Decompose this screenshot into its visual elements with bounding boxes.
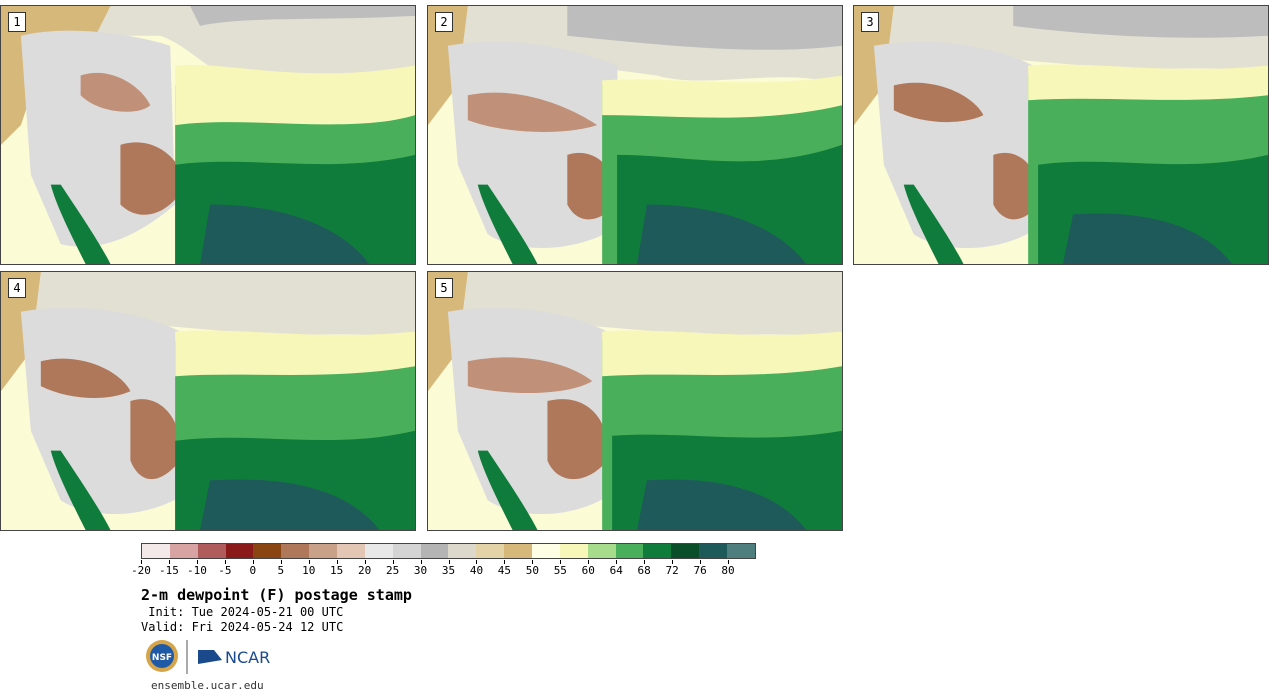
- svg-text:NCAR: NCAR: [225, 648, 270, 667]
- colorbar-tick: [588, 560, 590, 564]
- colorbar-tick: [252, 560, 254, 564]
- colorbar-tick: [560, 560, 562, 564]
- colorbar-tick-label: 35: [441, 564, 456, 577]
- colorbar-tick-label: 80: [721, 564, 735, 577]
- colorbar-tick: [476, 560, 478, 564]
- colorbar-tick: [280, 560, 282, 564]
- colorbar-swatch: [587, 544, 616, 558]
- colorbar-tick: [672, 560, 674, 564]
- logos: NSF NCAR: [144, 638, 274, 676]
- colorbar-tick-label: 45: [497, 564, 512, 577]
- colorbar-tick: [196, 560, 198, 564]
- logo-graphics: NSF NCAR: [146, 640, 270, 674]
- colorbar-tick: [141, 560, 142, 564]
- colorbar-tick-label: 20: [358, 564, 372, 577]
- colorbar-tick-label: 5: [277, 564, 285, 577]
- colorbar-tick-label: 10: [302, 564, 316, 577]
- colorbar-tick-label: 64: [609, 564, 623, 577]
- colorbar-tick-label: 55: [553, 564, 567, 577]
- colorbar-tick-label: 50: [525, 564, 539, 577]
- colorbar-swatch: [727, 544, 755, 558]
- colorbar-tick: [504, 560, 506, 564]
- colorbar-swatch: [504, 544, 533, 558]
- colorbar-swatch: [476, 544, 505, 558]
- panel-number: 1: [8, 12, 26, 32]
- colorbar-swatch: [559, 544, 588, 558]
- colorbar-swatch: [364, 544, 393, 558]
- dewpoint-map-2: [428, 6, 842, 264]
- colorbar-swatch: [253, 544, 282, 558]
- dewpoint-map-3: [854, 6, 1268, 264]
- panel-number: 2: [435, 12, 453, 32]
- dewpoint-map-5: [428, 272, 842, 530]
- valid-time: Valid: Fri 2024-05-24 12 UTC: [141, 620, 344, 634]
- colorbar-tick: [224, 560, 226, 564]
- colorbar-tick-label: -20: [131, 564, 151, 577]
- colorbar-tick-label: 0: [249, 564, 257, 577]
- colorbar-swatch: [281, 544, 310, 558]
- dewpoint-map-1: [1, 6, 415, 264]
- colorbar-swatch: [169, 544, 198, 558]
- colorbar-swatch: [671, 544, 700, 558]
- dewpoint-colorbar: [141, 543, 756, 559]
- colorbar-tick-label: -10: [186, 564, 207, 577]
- colorbar-swatch: [420, 544, 449, 558]
- postage-stamp-panel-2: 2: [427, 5, 843, 265]
- panel-number: 3: [861, 12, 879, 32]
- colorbar-tick-label: 25: [385, 564, 400, 577]
- site-url: ensemble.ucar.edu: [151, 679, 264, 692]
- colorbar-tick: [644, 560, 646, 564]
- colorbar-tick-label: 30: [413, 564, 428, 577]
- colorbar-tick: [728, 560, 730, 564]
- colorbar-swatch: [197, 544, 226, 558]
- panel-number: 4: [8, 278, 26, 298]
- colorbar-tick: [336, 560, 338, 564]
- colorbar-swatch: [337, 544, 365, 558]
- colorbar-tick: [448, 560, 450, 564]
- svg-text:NSF: NSF: [152, 653, 172, 663]
- colorbar-swatch: [699, 544, 728, 558]
- postage-stamp-panel-1: 1: [0, 5, 416, 265]
- colorbar-tick: [420, 560, 422, 564]
- colorbar-swatch: [309, 544, 338, 558]
- colorbar-tick-label: 40: [469, 564, 484, 577]
- colorbar-tick-label: 68: [637, 564, 651, 577]
- colorbar-swatch: [643, 544, 672, 558]
- colorbar-tick-label: 72: [665, 564, 679, 577]
- colorbar-tick-label: -15: [159, 564, 179, 577]
- colorbar-tick: [700, 560, 702, 564]
- colorbar-tick-labels: -20 -15 -10 -5 0 5 10 15 20 25 30 35 40 45 50 55 60 64 68 7…: [131, 560, 756, 578]
- colorbar-tick-label: 60: [581, 564, 595, 577]
- colorbar-tick: [308, 560, 310, 564]
- colorbar-swatch: [448, 544, 477, 558]
- colorbar-tick-label: 15: [330, 564, 344, 577]
- dewpoint-map-4: [1, 272, 415, 530]
- init-time: Init: Tue 2024-05-21 00 UTC: [141, 605, 344, 619]
- postage-stamp-panel-3: 3: [853, 5, 1269, 265]
- colorbar-tick: [532, 560, 534, 564]
- colorbar-tick: [168, 560, 170, 564]
- panel-number: 5: [435, 278, 453, 298]
- postage-stamp-panel-5: 5: [427, 271, 843, 531]
- nsf-logo: NSF: [146, 640, 178, 672]
- colorbar-swatch: [225, 544, 254, 558]
- colorbar-tick: [616, 560, 618, 564]
- colorbar-tick-label: -5: [218, 564, 232, 577]
- colorbar-swatch: [615, 544, 644, 558]
- colorbar-swatch: [142, 544, 170, 558]
- product-title: 2-m dewpoint (F) postage stamp: [141, 586, 412, 604]
- colorbar-swatch: [532, 544, 560, 558]
- colorbar-tick-label: 76: [693, 564, 707, 577]
- colorbar-swatch: [392, 544, 421, 558]
- ncar-logo: NCAR: [198, 648, 270, 667]
- postage-stamp-panel-4: 4: [0, 271, 416, 531]
- colorbar-tick: [364, 560, 366, 564]
- colorbar-tick: [392, 560, 394, 564]
